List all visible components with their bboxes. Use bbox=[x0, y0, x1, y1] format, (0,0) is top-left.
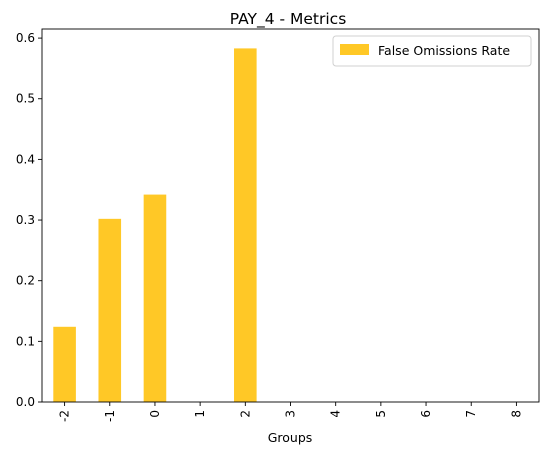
legend-swatch bbox=[340, 44, 369, 55]
legend-label: False Omissions Rate bbox=[378, 43, 510, 58]
y-tick-label: 0.6 bbox=[16, 31, 35, 45]
bar--1 bbox=[98, 218, 122, 402]
y-tick-label: 0.3 bbox=[16, 213, 35, 227]
x-tick-label: 7 bbox=[464, 410, 478, 418]
bar--2 bbox=[53, 326, 76, 402]
y-tick-label: 0.1 bbox=[16, 334, 35, 348]
legend[interactable]: False Omissions Rate bbox=[332, 35, 532, 67]
bar-0 bbox=[143, 194, 167, 402]
x-axis: -2 -1 0 1 2 3 4 5 6 7 8 bbox=[58, 402, 523, 422]
y-tick-label: 0.5 bbox=[16, 92, 35, 106]
legend-box bbox=[332, 35, 532, 67]
chart-title: PAY_4 - Metrics bbox=[230, 10, 347, 29]
x-axis-label: Groups bbox=[268, 430, 313, 445]
x-tick-label: 1 bbox=[193, 410, 207, 418]
x-tick-label: 8 bbox=[509, 410, 523, 418]
y-tick-label: 0.2 bbox=[16, 274, 35, 288]
x-tick-label: 0 bbox=[148, 410, 162, 418]
x-tick-label: 2 bbox=[238, 410, 252, 418]
x-tick-label: -2 bbox=[58, 410, 72, 422]
x-tick-label: -1 bbox=[103, 410, 117, 422]
x-tick-label: 5 bbox=[374, 410, 388, 418]
y-axis: 0.0 0.1 0.2 0.3 0.4 0.5 0.6 bbox=[16, 31, 42, 409]
x-tick-label: 6 bbox=[419, 410, 433, 418]
x-tick-label: 3 bbox=[284, 410, 298, 418]
y-tick-label: 0.4 bbox=[16, 152, 35, 166]
y-tick-label: 0.0 bbox=[16, 395, 35, 409]
x-tick-label: 4 bbox=[329, 410, 343, 418]
bars bbox=[53, 48, 257, 402]
plot-frame bbox=[41, 28, 540, 403]
bar-2 bbox=[234, 48, 257, 402]
